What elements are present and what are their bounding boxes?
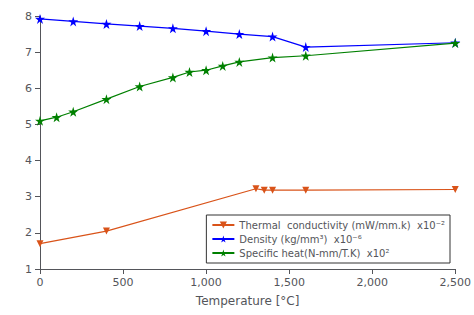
svg-text:Specific heat(N-mm/T.K) x10²: Specific heat(N-mm/T.K) x10² — [239, 248, 389, 259]
svg-text:Density (kg/mm³) x10⁻⁶: Density (kg/mm³) x10⁻⁶ — [239, 234, 361, 245]
svg-text:2,000: 2,000 — [356, 276, 388, 289]
svg-text:6: 6 — [25, 82, 32, 95]
svg-text:Thermal conductivity (mW/mm.k: Thermal conductivity (mW/mm.k) x10⁻² — [238, 220, 445, 231]
svg-text:3: 3 — [25, 190, 32, 203]
svg-text:Temperature [°C]: Temperature [°C] — [195, 294, 300, 308]
svg-text:0: 0 — [37, 276, 44, 289]
svg-text:1,000: 1,000 — [190, 276, 222, 289]
svg-text:8: 8 — [25, 10, 32, 23]
svg-text:4: 4 — [25, 154, 32, 167]
svg-text:500: 500 — [113, 276, 134, 289]
svg-text:1: 1 — [25, 263, 32, 276]
svg-text:2,500: 2,500 — [440, 276, 472, 289]
svg-text:5: 5 — [25, 118, 32, 131]
svg-text:7: 7 — [25, 46, 32, 59]
svg-text:1,500: 1,500 — [273, 276, 305, 289]
svg-text:2: 2 — [25, 226, 32, 239]
